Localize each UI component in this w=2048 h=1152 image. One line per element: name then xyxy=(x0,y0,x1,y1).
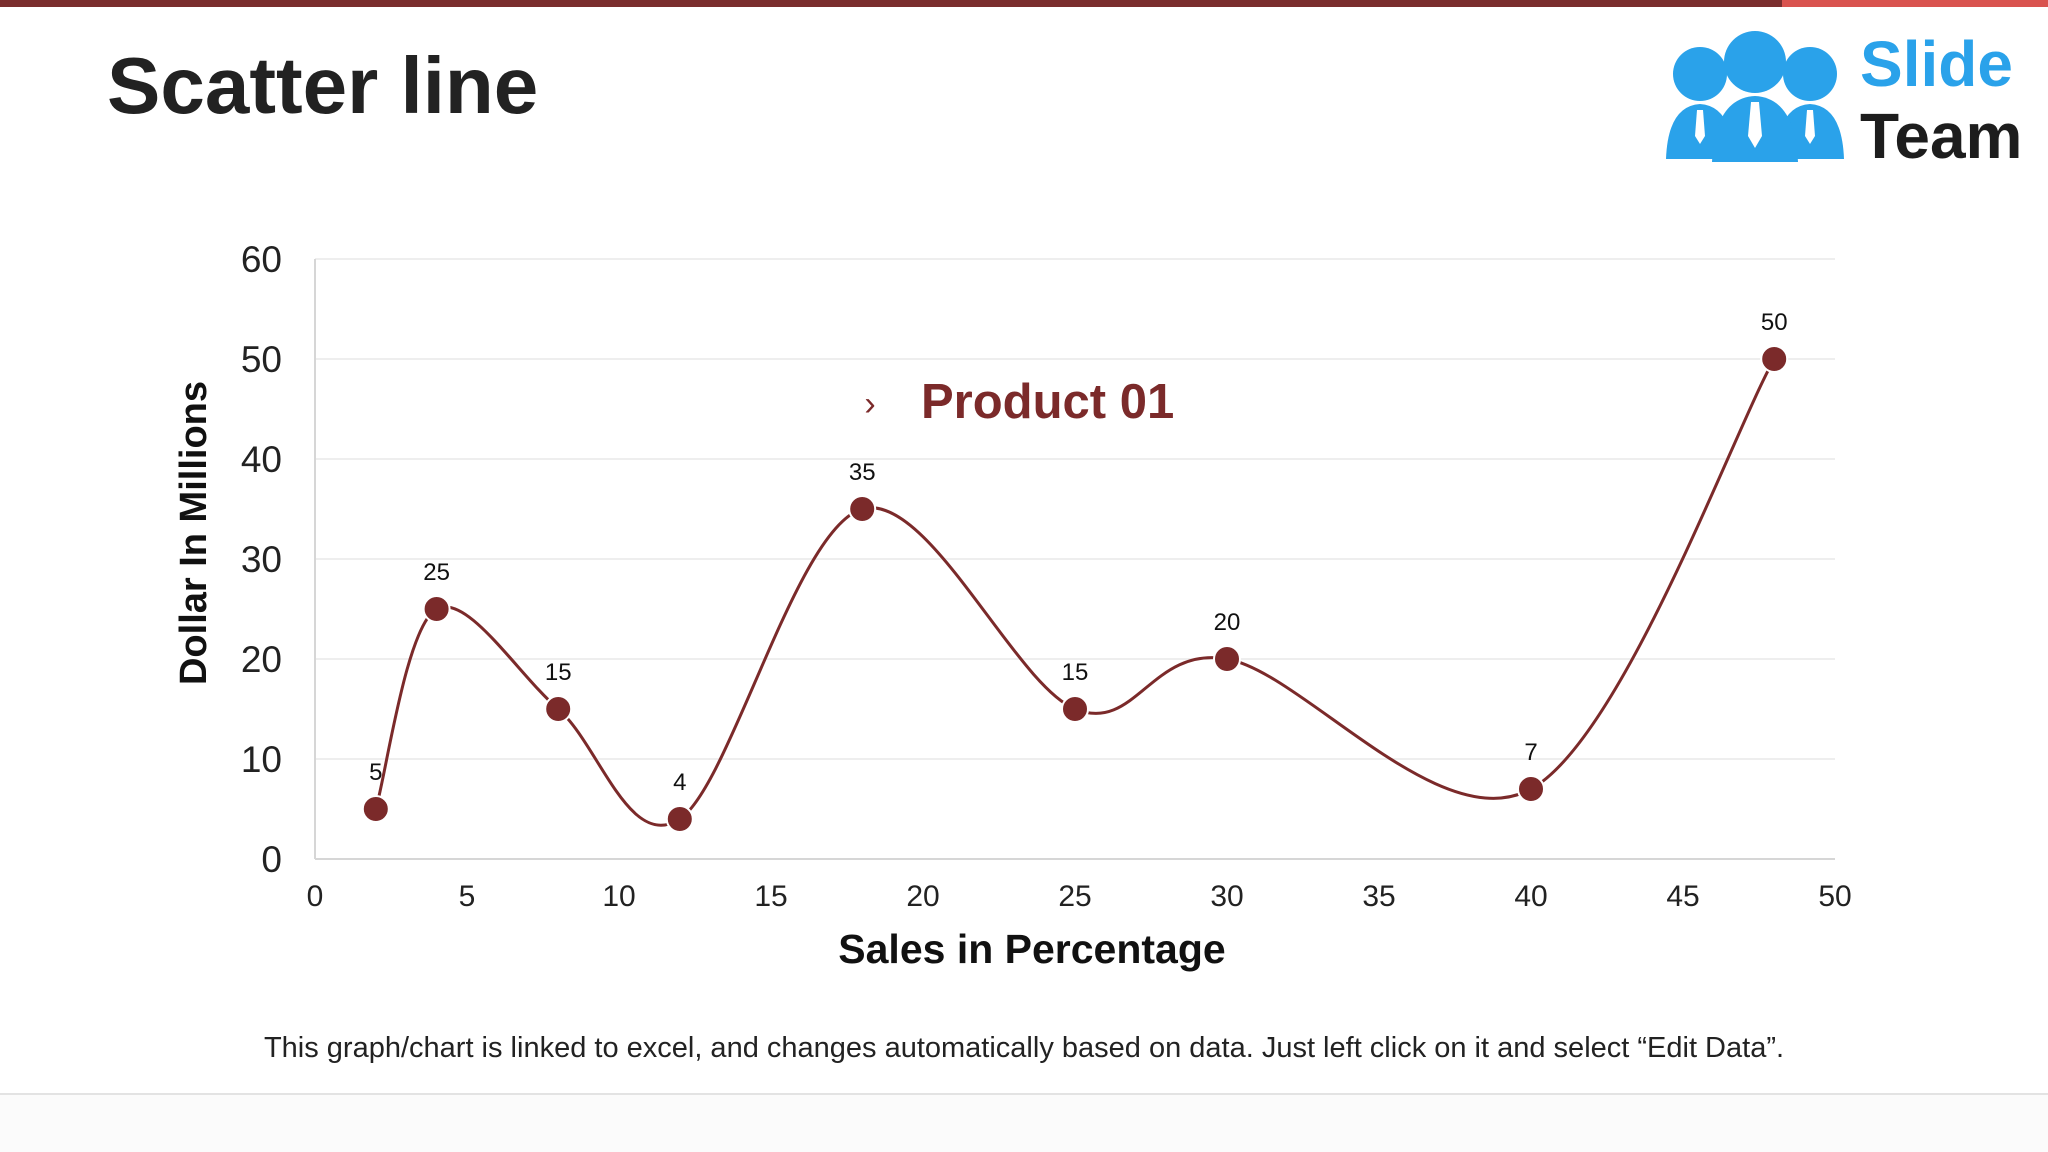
top-accent-bar-highlight xyxy=(1782,0,2048,7)
data-label-3: 4 xyxy=(673,769,686,796)
x-tick-label-40: 40 xyxy=(1514,880,1547,913)
y-tick-label-30: 30 xyxy=(241,539,282,580)
data-point-2 xyxy=(544,695,573,723)
x-tick-label-15: 15 xyxy=(754,880,787,913)
slideteam-logo: Slide Team xyxy=(1660,24,2030,174)
x-tick-label-10: 10 xyxy=(602,880,635,913)
y-tick-labels: 0 10 20 30 40 50 60 xyxy=(241,239,282,880)
legend-marker: › xyxy=(864,385,875,423)
data-label-6: 20 xyxy=(1214,609,1241,636)
y-tick-label-20: 20 xyxy=(241,639,282,680)
data-label-2: 15 xyxy=(545,659,572,686)
data-label-7: 7 xyxy=(1524,739,1537,766)
x-tick-label-5: 5 xyxy=(459,880,476,913)
data-point-6 xyxy=(1213,645,1241,673)
data-label-8: 50 xyxy=(1761,309,1788,336)
data-point-8 xyxy=(1760,345,1789,373)
data-point-5 xyxy=(1061,695,1089,723)
y-tick-label-10: 10 xyxy=(241,739,282,780)
data-point-3 xyxy=(665,805,694,833)
team-people-icon xyxy=(1666,31,1844,162)
x-tick-label-30: 30 xyxy=(1210,880,1243,913)
x-tick-label-20: 20 xyxy=(906,880,939,913)
legend-label-product-01: Product 01 xyxy=(921,375,1174,429)
x-tick-labels: 0 5 10 15 20 25 30 35 40 45 50 xyxy=(307,880,1852,913)
x-tick-label-0: 0 xyxy=(307,880,324,913)
data-point-0 xyxy=(361,795,390,823)
data-point-7 xyxy=(1517,775,1545,803)
y-tick-label-50: 50 xyxy=(241,339,282,380)
chart-gridlines xyxy=(315,258,1835,760)
y-axis-title: Dollar In Millions xyxy=(173,381,215,685)
slide-title: Scatter line xyxy=(107,41,539,130)
series-points xyxy=(361,345,1789,833)
y-tick-label-60: 60 xyxy=(241,239,282,280)
bottom-strip xyxy=(0,1095,2048,1152)
scatter-line-chart: 0 10 20 30 40 50 60 0 5 10 15 20 25 30 35 40 45 50 5 25 15… xyxy=(173,239,1852,972)
x-tick-label-50: 50 xyxy=(1818,880,1851,913)
chart-axes xyxy=(314,259,1835,860)
top-accent-bar xyxy=(0,0,2048,7)
data-label-0: 5 xyxy=(369,759,382,786)
data-label-1: 25 xyxy=(423,559,450,586)
data-point-1 xyxy=(422,595,451,623)
data-label-5: 15 xyxy=(1062,659,1089,686)
logo-word-team: Team xyxy=(1860,100,2023,172)
x-axis-title: Sales in Percentage xyxy=(838,926,1225,972)
x-tick-label-45: 45 xyxy=(1666,880,1699,913)
bottom-divider xyxy=(0,1093,2048,1095)
logo-word-slide: Slide xyxy=(1860,28,2013,100)
x-tick-label-25: 25 xyxy=(1058,880,1091,913)
footer-note: This graph/chart is linked to excel, and… xyxy=(263,1032,1785,1064)
y-tick-label-0: 0 xyxy=(261,839,282,880)
data-label-4: 35 xyxy=(849,459,876,486)
y-tick-label-40: 40 xyxy=(241,439,282,480)
data-labels: 5 25 15 4 35 15 20 7 50 xyxy=(369,309,1787,796)
data-point-4 xyxy=(848,495,877,523)
x-tick-label-35: 35 xyxy=(1362,880,1395,913)
